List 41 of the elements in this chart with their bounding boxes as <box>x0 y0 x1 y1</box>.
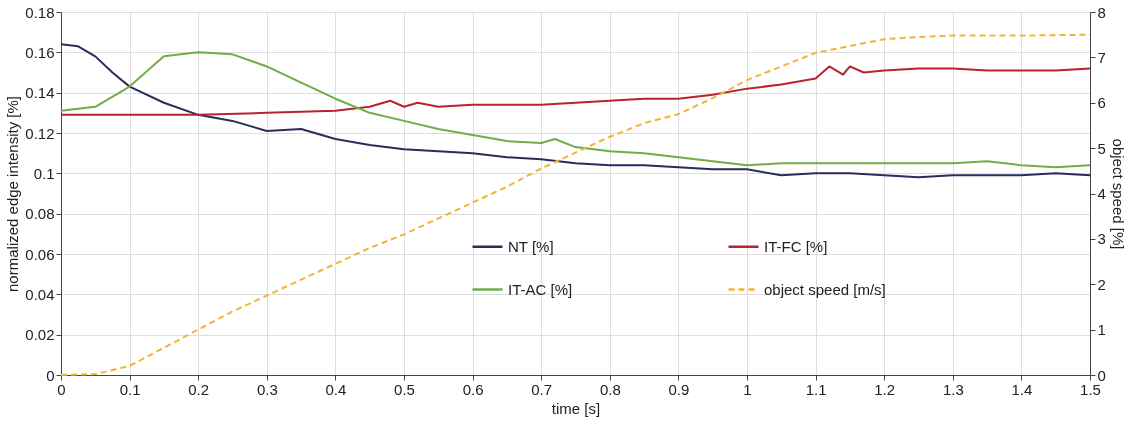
y-tick-label: 0.08 <box>25 205 55 223</box>
y-tick-label: 0.14 <box>25 84 55 102</box>
x-axis-title: time [s] <box>551 399 601 417</box>
x-tick-label: 0.4 <box>325 380 347 398</box>
x-tick-label: 0.1 <box>119 380 141 398</box>
legend-label: IT-AC [%] <box>508 280 573 298</box>
legend-label: object speed [m/s] <box>764 280 886 298</box>
x-tick-label: 0.6 <box>462 380 484 398</box>
y2-tick-label: 4 <box>1097 185 1106 202</box>
y2-tick-label: 1 <box>1097 321 1106 339</box>
x-tick-label: 1.4 <box>1011 380 1033 398</box>
x-tick-label: 0.8 <box>599 380 621 398</box>
x-tick-label: 1.3 <box>942 380 964 398</box>
legend-label: IT-FC [%] <box>764 237 828 255</box>
x-tick-label: 0 <box>57 380 66 398</box>
line-series <box>60 65 1091 116</box>
y-tick-label: 0.16 <box>25 43 55 61</box>
y2-tick-label: 6 <box>1097 94 1106 112</box>
x-tick-label: 1.2 <box>874 380 896 398</box>
y-tick-label: 0.04 <box>25 285 55 303</box>
y-tick-label: 0.1 <box>33 164 55 182</box>
x-tick-label: 0.9 <box>668 380 690 398</box>
x-tick-label: 0.3 <box>256 380 278 398</box>
y-tick-label: 0.02 <box>25 326 55 344</box>
y-tick-label: 0.06 <box>25 245 55 263</box>
y-tick-label: 0 <box>46 366 55 384</box>
y-tick-label: 0.12 <box>25 124 55 142</box>
x-tick-label: 1.1 <box>805 380 827 398</box>
y2-tick-label: 7 <box>1097 48 1106 66</box>
y-axis-title: normalized edge intensity [%] <box>4 96 22 292</box>
x-tick-label: 0.2 <box>188 380 210 398</box>
y2-tick-label: 5 <box>1097 139 1106 157</box>
x-tick-label: 1 <box>743 380 752 398</box>
y2-tick-label: 8 <box>1097 3 1106 21</box>
y2-tick-label: 3 <box>1097 230 1106 248</box>
x-tick-label: 0.7 <box>531 380 553 398</box>
x-tick-label: 0.5 <box>394 380 415 398</box>
y-tick-label: 0.18 <box>25 3 55 21</box>
legend-label: NT [%] <box>508 237 554 255</box>
y2-axis-title: object speed [%] <box>1109 138 1127 250</box>
y2-tick-label: 2 <box>1097 275 1106 293</box>
